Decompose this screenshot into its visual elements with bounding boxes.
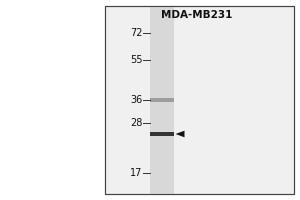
Text: 72: 72 xyxy=(130,28,142,38)
Text: 55: 55 xyxy=(130,55,142,65)
Bar xyxy=(105,6,294,194)
Polygon shape xyxy=(176,131,184,137)
Text: 28: 28 xyxy=(130,118,142,128)
Text: 17: 17 xyxy=(130,168,142,178)
Text: MDA-MB231: MDA-MB231 xyxy=(160,10,232,20)
Bar xyxy=(150,6,174,194)
Bar xyxy=(105,6,294,194)
Bar xyxy=(150,98,174,102)
Bar xyxy=(150,132,174,136)
Text: 36: 36 xyxy=(130,95,142,105)
